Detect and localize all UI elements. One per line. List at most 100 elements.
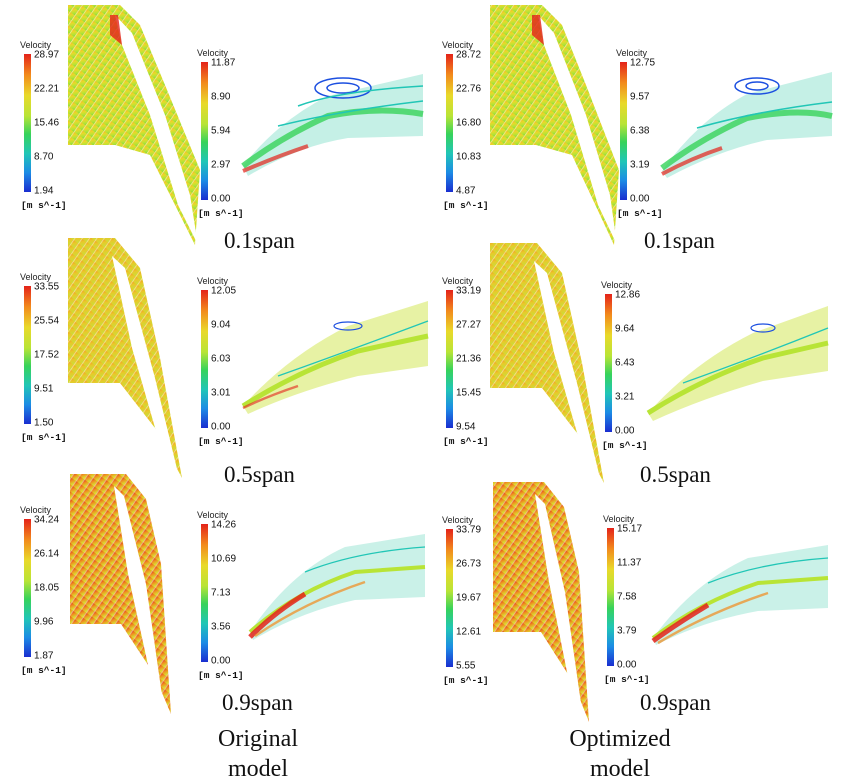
blade-velocity-plot — [68, 5, 200, 245]
tick-min: 4.87 — [456, 185, 476, 197]
tick-max: 15.17 — [617, 523, 643, 535]
tick-max: 33.55 — [34, 281, 60, 293]
tick-min: 1.50 — [34, 417, 54, 429]
tick-3: 22.76 — [456, 83, 482, 95]
span-label: 0.1span — [644, 228, 715, 253]
passage-streamline-plot — [646, 306, 829, 421]
tick-min: 9.54 — [456, 421, 476, 433]
tick-3: 9.57 — [630, 91, 650, 103]
tick-min: 5.55 — [456, 660, 476, 672]
tick-2: 7.13 — [211, 587, 231, 599]
tick-1: 3.21 — [615, 391, 635, 403]
unit-label: [m s^-1] — [602, 440, 648, 451]
tick-2: 17.52 — [34, 349, 60, 361]
span-label: 0.5span — [224, 462, 295, 487]
tick-1: 15.45 — [456, 387, 482, 399]
legend-title: Velocity — [197, 510, 229, 520]
tick-1: 3.01 — [211, 387, 231, 399]
unit-label: [m s^-1] — [198, 208, 244, 219]
tick-2: 21.36 — [456, 353, 482, 365]
colorbar — [605, 294, 612, 432]
colorbar — [201, 290, 208, 428]
tick-min: 0.00 — [617, 659, 637, 671]
legend-title: Velocity — [616, 48, 648, 58]
unit-label: [m s^-1] — [21, 665, 67, 676]
model-label-line1: Original — [218, 726, 298, 752]
tick-3: 9.64 — [615, 323, 635, 335]
tick-3: 27.27 — [456, 319, 482, 331]
tick-max: 12.86 — [615, 289, 641, 301]
colorbar — [446, 529, 453, 667]
tick-2: 6.43 — [615, 357, 635, 369]
passage-streamline-plot — [241, 74, 424, 176]
blade-velocity-plot — [490, 243, 604, 483]
legend-title: Velocity — [601, 280, 633, 290]
model-label-line2: model — [590, 756, 650, 782]
passage-streamline-plot — [651, 545, 829, 645]
tick-2: 16.80 — [456, 117, 482, 129]
unit-label: [m s^-1] — [443, 200, 489, 211]
legend-title: Velocity — [20, 272, 52, 282]
tick-3: 25.54 — [34, 315, 60, 327]
tick-max: 12.05 — [211, 285, 237, 297]
model-label-line1: Optimized — [569, 726, 671, 752]
blade-velocity-plot — [70, 474, 171, 714]
tick-1: 12.61 — [456, 626, 482, 638]
colorbar — [607, 528, 614, 666]
colorbar — [201, 62, 208, 200]
tick-min: 1.94 — [34, 185, 54, 197]
tick-3: 8.90 — [211, 91, 231, 103]
tick-min: 1.87 — [34, 650, 54, 662]
legend-title: Velocity — [442, 276, 474, 286]
tick-min: 0.00 — [211, 655, 231, 667]
legend-title: Velocity — [442, 515, 474, 525]
tick-1: 8.70 — [34, 151, 54, 163]
tick-3: 26.14 — [34, 548, 60, 560]
tick-2: 6.03 — [211, 353, 231, 365]
tick-min: 0.00 — [630, 193, 650, 205]
colorbar — [201, 524, 208, 662]
colorbar — [446, 54, 453, 192]
tick-max: 33.19 — [456, 285, 482, 297]
span-label: 0.5span — [640, 462, 711, 487]
tick-1: 3.79 — [617, 625, 637, 637]
tick-max: 34.24 — [34, 514, 60, 526]
tick-3: 10.69 — [211, 553, 237, 565]
tick-2: 7.58 — [617, 591, 637, 603]
unit-label: [m s^-1] — [443, 675, 489, 686]
tick-max: 11.87 — [211, 57, 236, 69]
span-label: 0.9span — [222, 690, 293, 715]
colorbar — [24, 54, 31, 192]
tick-max: 33.79 — [456, 524, 482, 536]
tick-1: 9.51 — [34, 383, 54, 395]
tick-2: 15.46 — [34, 117, 60, 129]
tick-2: 19.67 — [456, 592, 482, 604]
unit-label: [m s^-1] — [198, 436, 244, 447]
unit-label: [m s^-1] — [443, 436, 489, 447]
tick-1: 3.19 — [630, 159, 650, 171]
unit-label: [m s^-1] — [198, 670, 244, 681]
colorbar — [24, 286, 31, 424]
tick-3: 22.21 — [34, 83, 60, 95]
unit-label: [m s^-1] — [21, 200, 67, 211]
tick-2: 6.38 — [630, 125, 650, 137]
unit-label: [m s^-1] — [617, 208, 663, 219]
passage-streamline-plot — [248, 534, 426, 640]
tick-2: 5.94 — [211, 125, 231, 137]
unit-label: [m s^-1] — [604, 674, 650, 685]
blade-velocity-plot — [68, 238, 182, 478]
span-label: 0.9span — [640, 690, 711, 715]
tick-max: 28.72 — [456, 49, 482, 61]
tick-3: 11.37 — [617, 557, 642, 569]
tick-min: 0.00 — [211, 421, 231, 433]
blade-velocity-plot — [490, 5, 619, 245]
tick-max: 14.26 — [211, 519, 237, 531]
legend-title: Velocity — [603, 514, 635, 524]
tick-max: 12.75 — [630, 57, 656, 69]
optimized-model-label: Optimized model — [555, 724, 685, 784]
tick-3: 26.73 — [456, 558, 482, 570]
tick-min: 0.00 — [615, 425, 635, 437]
tick-1: 2.97 — [211, 159, 231, 171]
colorbar — [24, 519, 31, 657]
tick-2: 18.05 — [34, 582, 60, 594]
